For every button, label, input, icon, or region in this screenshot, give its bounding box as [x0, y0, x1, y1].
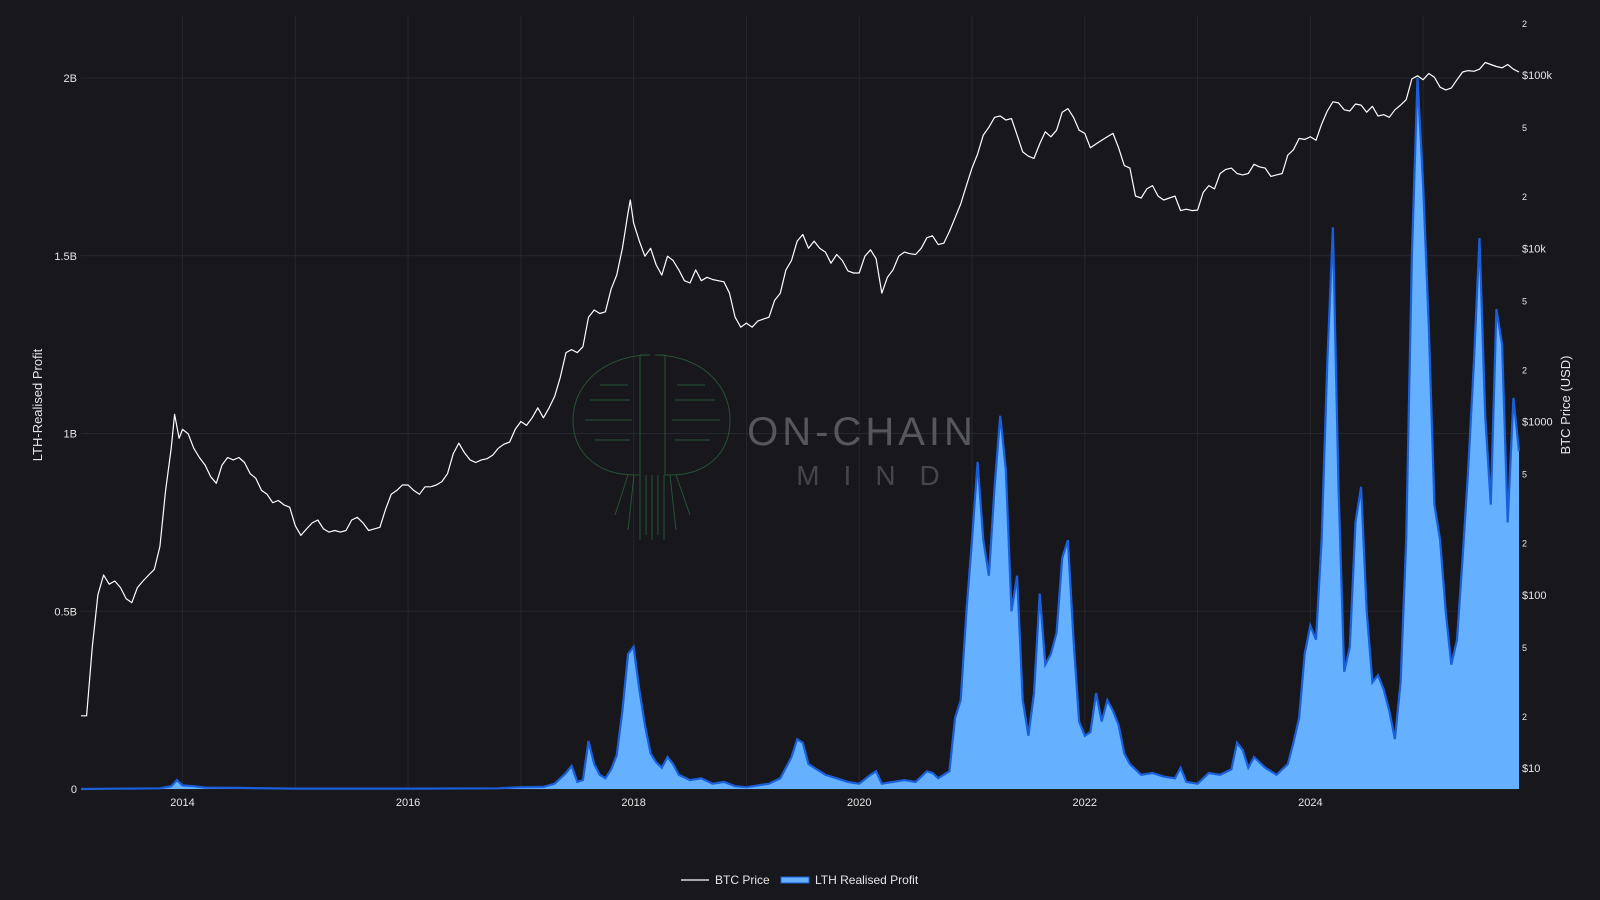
x-tick-label: 2014 [170, 797, 194, 809]
brain-icon [572, 354, 731, 540]
y-axis-left-title: LTH-Realised Profit [30, 348, 45, 461]
lth-realised-profit-area [81, 78, 1519, 789]
y-right-tick-label: 2 [1522, 192, 1527, 202]
legend: BTC Price LTH Realised Profit [681, 873, 919, 887]
y-right-tick-label: 2 [1522, 365, 1527, 375]
x-tick-label: 2020 [847, 797, 871, 809]
y-right-tick-label: 2 [1522, 712, 1527, 722]
x-tick-label: 2018 [621, 797, 645, 809]
y-right-tick-label: 5 [1522, 643, 1527, 653]
y-right-tick-label: 2 [1522, 19, 1527, 29]
y-right-tick-label: 5 [1522, 296, 1527, 306]
x-tick-label: 2022 [1073, 797, 1097, 809]
y-right-tick-label: $10 [1522, 763, 1540, 775]
y-right-tick-label: $100k [1522, 70, 1552, 82]
lth-profit-area-layer [80, 77, 1521, 791]
legend-item-btc-price[interactable]: BTC Price [681, 873, 770, 887]
y-right-tick-label: $1000 [1522, 417, 1553, 429]
x-axis: 2014 2016 2018 2020 2022 2024 [170, 797, 1322, 809]
y-left-tick-label: 2B [64, 73, 77, 85]
x-tick-label: 2024 [1298, 797, 1322, 809]
x-tick-label: 2016 [396, 797, 420, 809]
y-left-tick-label: 0 [71, 784, 77, 796]
watermark: ON-CHAIN MIND [572, 354, 977, 540]
btc-price-line [81, 61, 1520, 717]
lth-realised-profit-line [80, 77, 1521, 791]
y-right-tick-label: 5 [1522, 123, 1527, 133]
watermark-line1: ON-CHAIN [747, 410, 977, 454]
y-right-tick-label: $10k [1522, 243, 1546, 255]
legend-label-btc-price: BTC Price [715, 873, 770, 887]
y-right-tick-label: 5 [1522, 470, 1527, 480]
y-left-tick-label: 0.5B [54, 606, 77, 618]
y-left-tick-label: 1.5B [54, 251, 77, 263]
y-right-tick-label: 2 [1522, 539, 1527, 549]
legend-label-lth-realised-profit: LTH Realised Profit [815, 873, 919, 887]
legend-item-lth-realised-profit[interactable]: LTH Realised Profit [780, 873, 919, 887]
y-left-tick-label: 1B [64, 429, 77, 441]
y-right-tick-label: $100 [1522, 590, 1546, 602]
y-axis-right: $10 2 5 $100 2 5 $1000 2 5 $10k 2 5 $100k 2 [1522, 19, 1553, 775]
y-axis-right-title: BTC Price (USD) [1558, 356, 1573, 455]
legend-swatch-lth-realised-profit [780, 876, 810, 884]
watermark-line2: MIND [796, 460, 964, 491]
btc-price-line-layer [81, 61, 1520, 717]
y-axis-left: 0 0.5B 1B 1.5B 2B [54, 73, 77, 796]
